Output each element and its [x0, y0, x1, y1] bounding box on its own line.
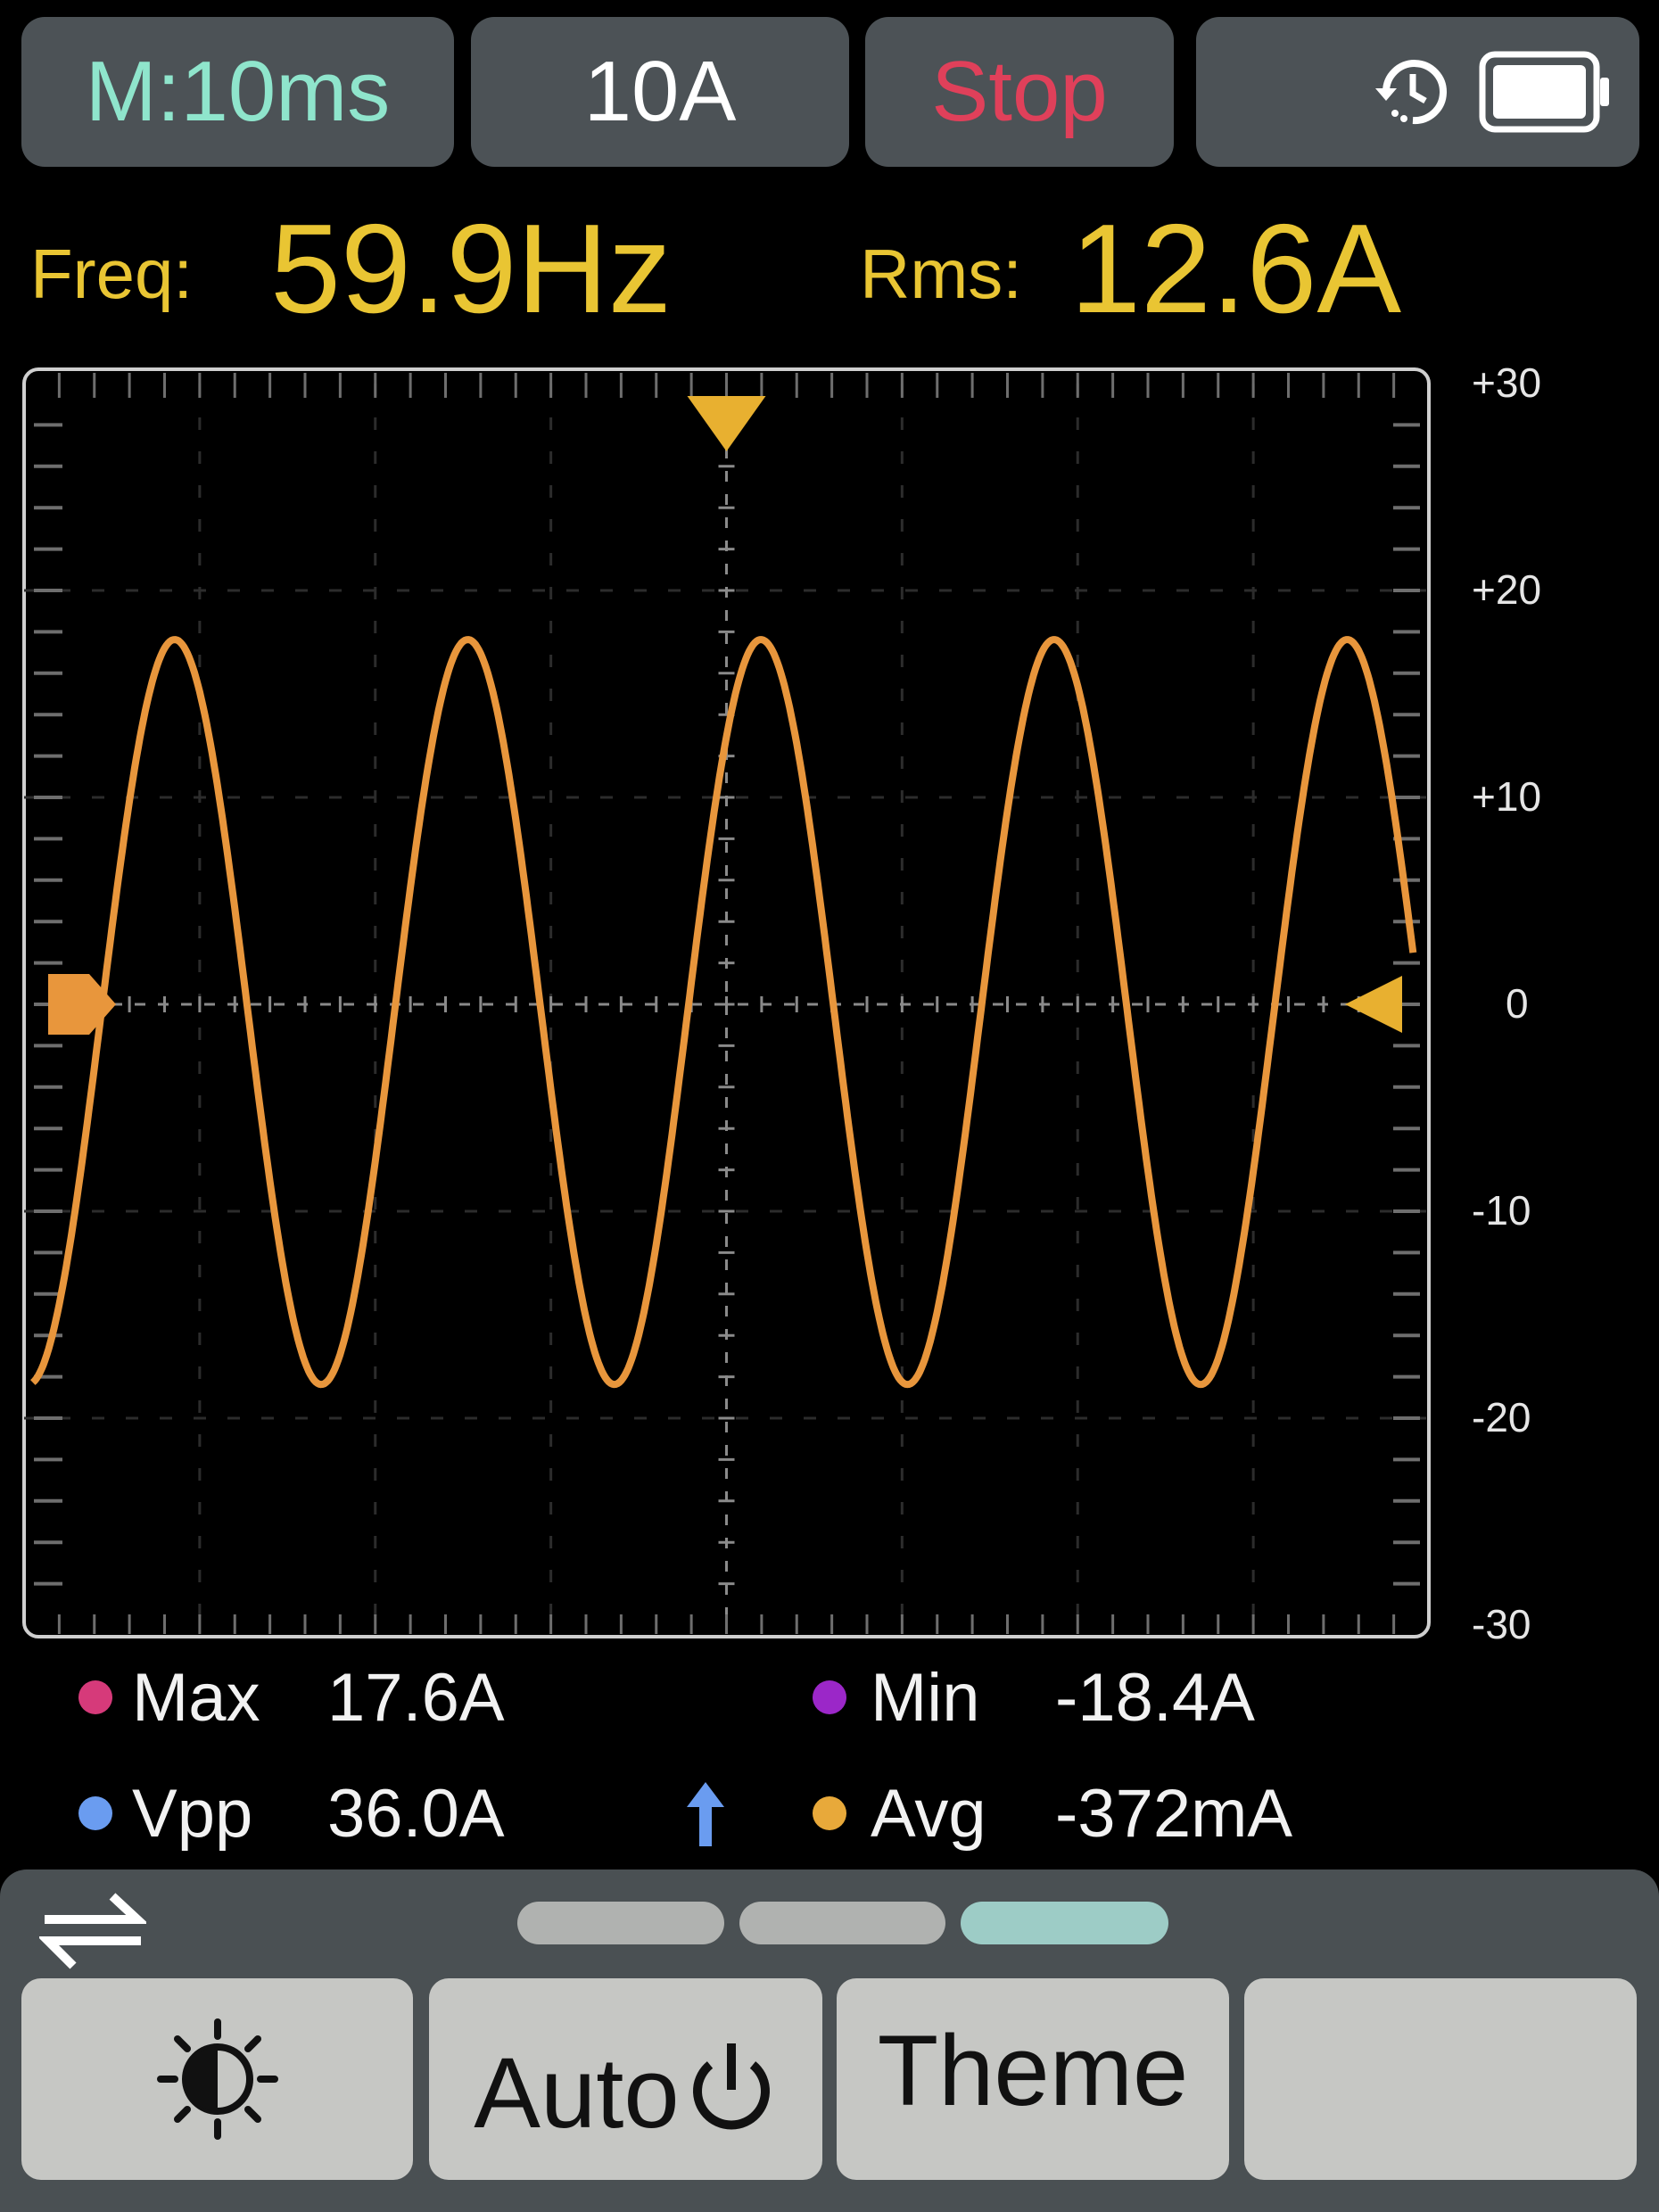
- y-tick-label: -20: [1472, 1394, 1531, 1440]
- empty-function-button[interactable]: [1244, 1978, 1637, 2180]
- status-area[interactable]: [1196, 17, 1639, 167]
- page-indicator-2[interactable]: [739, 1902, 945, 1944]
- y-tick-label: +10: [1472, 773, 1542, 820]
- rms-label: Rms:: [860, 235, 1022, 313]
- waveform-plot[interactable]: [0, 0, 1659, 1659]
- max-dot: [78, 1680, 112, 1714]
- trigger-level-marker[interactable]: [1345, 976, 1402, 1033]
- auto-power-off-button[interactable]: Auto: [429, 1978, 822, 2180]
- brightness-button[interactable]: [21, 1978, 413, 2180]
- y-tick-label: -30: [1472, 1601, 1531, 1647]
- range-label: 10A: [583, 44, 737, 139]
- page-indicator-1[interactable]: [517, 1902, 724, 1944]
- range-button[interactable]: 10A: [471, 17, 849, 167]
- max-label: Max: [132, 1660, 260, 1736]
- channel-zero-marker[interactable]: [48, 974, 116, 1035]
- arrow-up-icon: [687, 1782, 724, 1846]
- avg-value: -372mA: [1055, 1776, 1293, 1852]
- timebase-button[interactable]: M:10ms: [21, 17, 454, 167]
- y-tick-label: 0: [1506, 980, 1529, 1027]
- waveform-trace: [30, 636, 1417, 1389]
- max-value: 17.6A: [327, 1660, 505, 1736]
- theme-label: Theme: [877, 2014, 1189, 2126]
- vpp-label: Vpp: [132, 1776, 253, 1852]
- y-tick-label: -10: [1472, 1187, 1531, 1234]
- run-stop-button[interactable]: Stop: [865, 17, 1174, 167]
- history-icon[interactable]: [1359, 38, 1466, 145]
- run-state-label: Stop: [931, 44, 1108, 139]
- brightness-icon: [156, 2018, 278, 2140]
- y-tick-label: +20: [1472, 566, 1542, 613]
- min-dot: [813, 1680, 846, 1714]
- min-value: -18.4A: [1055, 1660, 1255, 1736]
- plot-grid: [24, 373, 1429, 1634]
- y-tick-label: +30: [1472, 359, 1542, 406]
- freq-label: Freq:: [30, 235, 194, 313]
- page-indicator-3-active[interactable]: [961, 1902, 1168, 1944]
- vpp-dot: [78, 1796, 112, 1830]
- timebase-label: M:10ms: [85, 44, 391, 139]
- theme-button[interactable]: Theme: [837, 1978, 1229, 2180]
- avg-dot: [813, 1796, 846, 1830]
- battery-icon: [1479, 51, 1609, 133]
- auto-label: Auto: [474, 2036, 680, 2149]
- avg-label: Avg: [871, 1776, 986, 1852]
- freq-value: 59.9Hz: [270, 198, 672, 340]
- rms-value: 12.6A: [1070, 198, 1402, 340]
- trigger-position-marker[interactable]: [687, 396, 766, 451]
- swap-icon[interactable]: [39, 1889, 146, 1971]
- vpp-value: 36.0A: [327, 1776, 505, 1852]
- min-label: Min: [871, 1660, 980, 1736]
- power-icon: [692, 2043, 770, 2130]
